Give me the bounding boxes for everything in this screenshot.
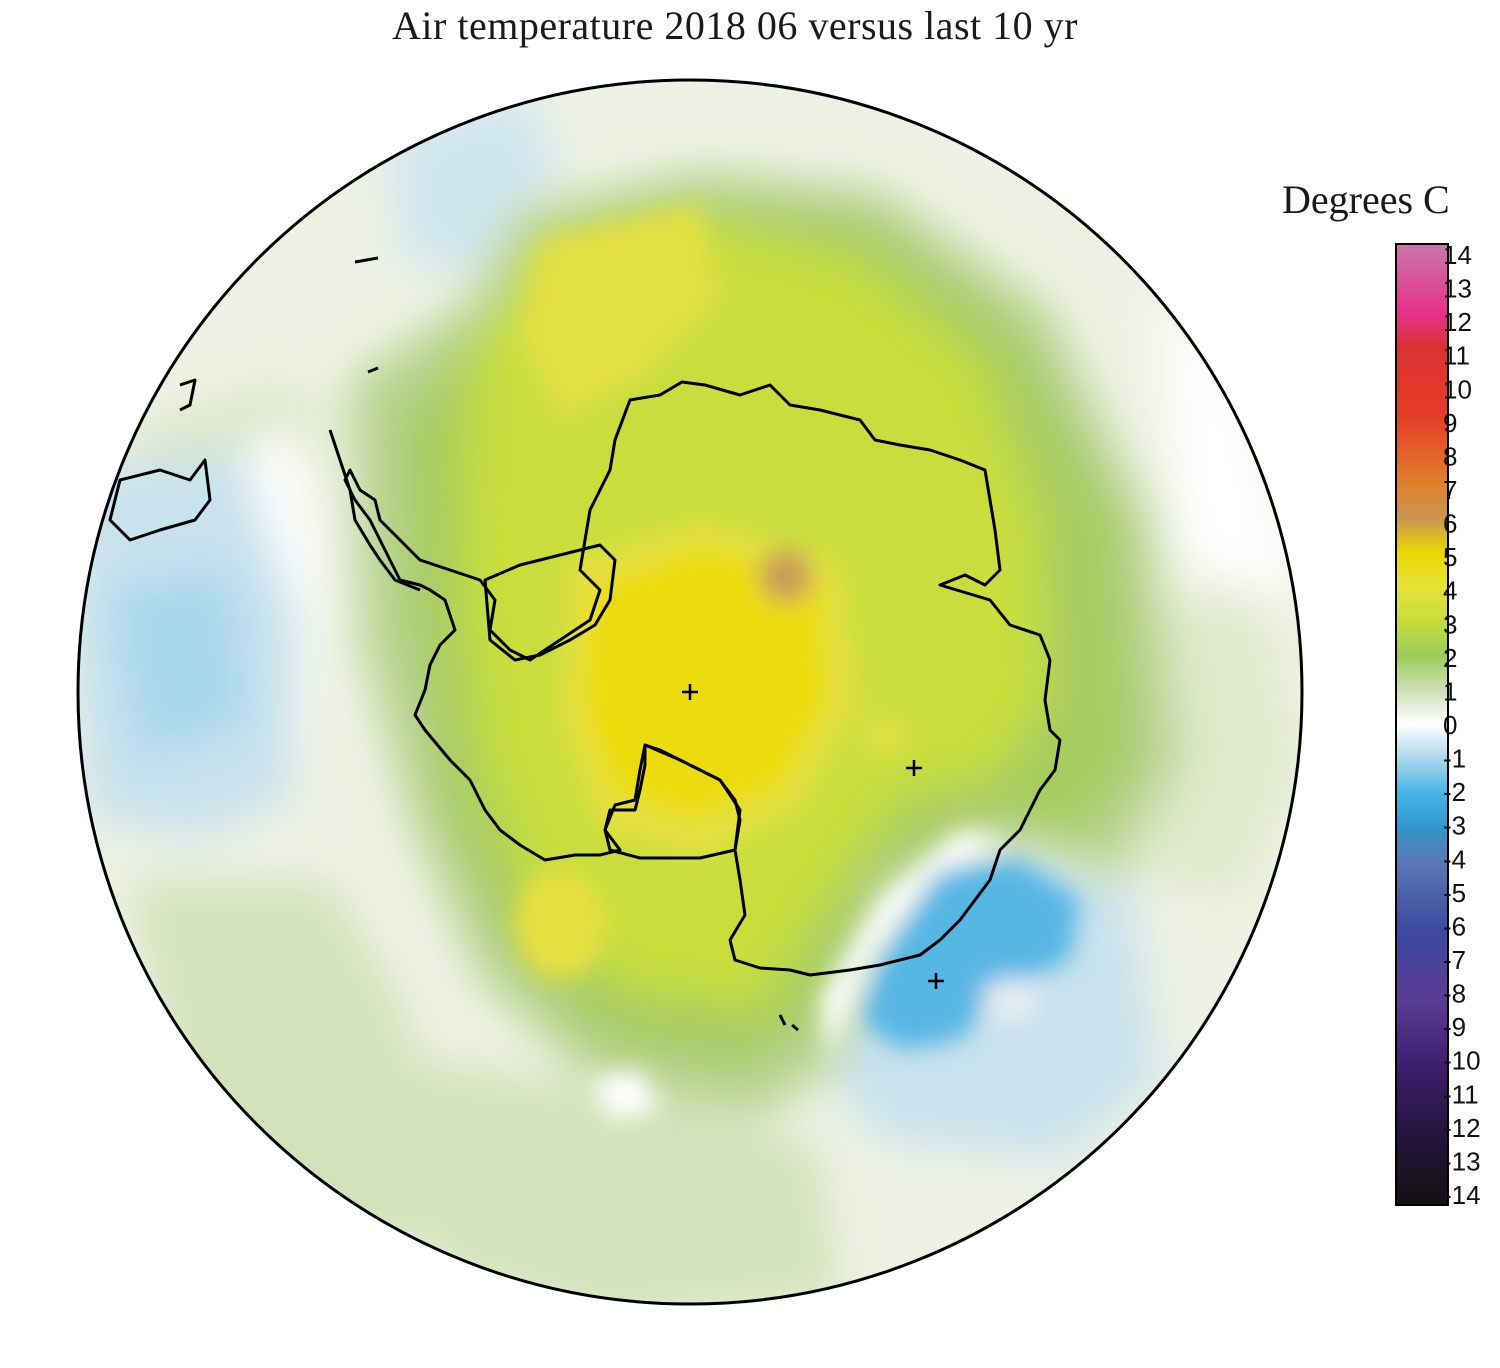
color-scale-ticks: 14131211109876543210-1-2-3-4-5-6-7-8-9-1… xyxy=(1443,240,1481,1210)
island-west xyxy=(367,366,379,374)
field-white-spot-southeast xyxy=(982,978,1038,1022)
color-scale-tick-label: -13 xyxy=(1443,1146,1481,1176)
color-scale-tick-label: -1 xyxy=(1443,744,1466,774)
field-zero-band-southeast xyxy=(820,830,1010,1060)
antarctic-peninsula-outline xyxy=(328,429,421,592)
map-title: Air temperature 2018 06 versus last 10 y… xyxy=(392,3,1078,48)
color-scale-tick-label: 10 xyxy=(1443,374,1472,404)
color-scale-tick-label: -14 xyxy=(1443,1180,1481,1210)
field-yellow xyxy=(520,205,720,420)
field-zero-band-east xyxy=(1160,300,1300,600)
color-scale-tick-label: -5 xyxy=(1443,878,1466,908)
color-scale-tick-label: 8 xyxy=(1443,441,1457,471)
color-scale-tick-label: 4 xyxy=(1443,576,1457,606)
station-cross-marker xyxy=(928,973,944,989)
south-america-outline xyxy=(108,458,212,542)
ronne-ice-shelf-outline xyxy=(603,743,742,860)
color-scale-tick-label: -4 xyxy=(1443,844,1466,874)
color-scale-tick-label: -12 xyxy=(1443,1113,1481,1143)
color-scale-tick-label: 7 xyxy=(1443,475,1457,505)
color-scale-tick-label: 14 xyxy=(1443,240,1472,270)
legend-title: Degrees C xyxy=(1282,177,1450,222)
color-scale-tick-label: 13 xyxy=(1443,274,1472,304)
coastline xyxy=(108,256,1062,1032)
color-scale-tick-label: 12 xyxy=(1443,307,1472,337)
pole-cross-marker xyxy=(682,684,698,700)
color-scale-tick-label: -11 xyxy=(1443,1079,1479,1109)
field-yellow-spot-east xyxy=(860,715,910,755)
field-blue-southeast xyxy=(860,860,1080,1050)
color-scale-tick-label: 1 xyxy=(1443,676,1457,706)
color-scale-tick-label: -7 xyxy=(1443,945,1466,975)
color-scale-tick-label: 6 xyxy=(1443,509,1457,539)
color-scale-tick-label: 5 xyxy=(1443,542,1457,572)
field-zero-band-south xyxy=(590,1070,660,1120)
color-scale-tick-label: -10 xyxy=(1443,1046,1481,1076)
anomaly-field xyxy=(78,80,1302,1304)
field-light-blue-west xyxy=(110,570,250,760)
island-south xyxy=(778,1014,799,1032)
field-pale-green-west xyxy=(130,880,440,1260)
color-scale-tick-label: 3 xyxy=(1443,609,1457,639)
color-scale-tick-label: -9 xyxy=(1443,1012,1466,1042)
color-scale-tick-label: 9 xyxy=(1443,408,1457,438)
color-scale-tick-label: -8 xyxy=(1443,979,1466,1009)
island-north xyxy=(354,256,379,264)
map-boundary xyxy=(76,78,1304,1306)
station-cross-marker xyxy=(906,760,922,776)
color-scale-tick-label: 2 xyxy=(1443,643,1457,673)
color-scale-tick-label: -6 xyxy=(1443,911,1466,941)
island-northwest xyxy=(179,378,197,412)
field-hot-spot xyxy=(760,550,812,602)
field-yellow-spot-southwest xyxy=(515,870,605,980)
color-scale-tick-label: -3 xyxy=(1443,811,1466,841)
color-scale-tick-label: 0 xyxy=(1443,710,1457,740)
ross-ice-shelf-outline xyxy=(483,543,617,662)
markers xyxy=(682,684,944,989)
color-scale: 14131211109876543210-1-2-3-4-5-6-7-8-9-1… xyxy=(1395,240,1481,1210)
color-scale-tick-label: 11 xyxy=(1443,341,1470,371)
color-scale-bar xyxy=(1395,243,1449,1206)
color-scale-tick-label: -2 xyxy=(1443,777,1466,807)
field-pale-green-south xyxy=(420,1060,840,1304)
